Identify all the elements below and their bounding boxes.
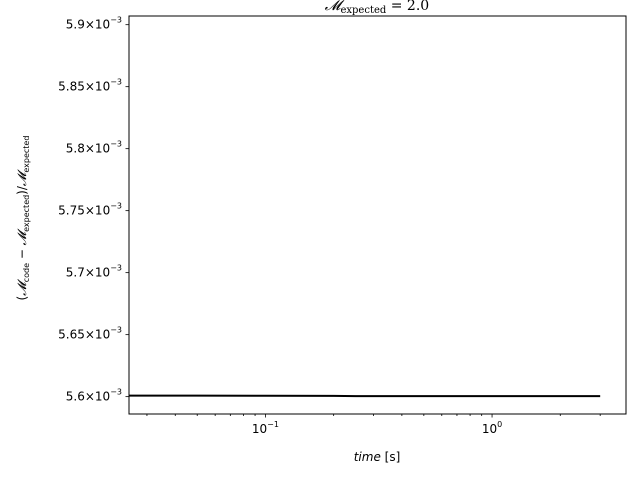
y-axis: 5.6×10−3 5.65×10−3 5.7×10−3 5.75×10−3 5.8×10… — [58, 16, 129, 404]
y-tick-label: 5.85×10−3 — [58, 78, 122, 94]
y-tick-label: 5.9×10−3 — [66, 16, 122, 32]
x-axis-label: time [s] — [354, 450, 401, 464]
y-tick-label: 5.6×10−3 — [66, 388, 122, 404]
y-tick-label: 5.75×10−3 — [58, 202, 122, 218]
plot-frame — [128, 15, 627, 415]
y-axis-label: (𝓜code − 𝓜expected)/𝓜expected — [15, 136, 31, 301]
plot-area — [128, 15, 627, 415]
y-tick-label: 5.8×10−3 — [66, 140, 122, 156]
x-axis: 10−1 100 — [146, 414, 601, 436]
x-tick-label: 100 — [482, 420, 502, 436]
y-tick-label: 5.7×10−3 — [66, 264, 122, 280]
series-layer — [129, 394, 601, 398]
y-tick-label: 5.65×10−3 — [58, 326, 122, 342]
chart-title: 𝓜expected = 2.0 — [325, 0, 429, 16]
series-line-0 — [129, 394, 601, 398]
x-tick-label: 10−1 — [252, 420, 279, 436]
plot-background — [129, 16, 626, 414]
